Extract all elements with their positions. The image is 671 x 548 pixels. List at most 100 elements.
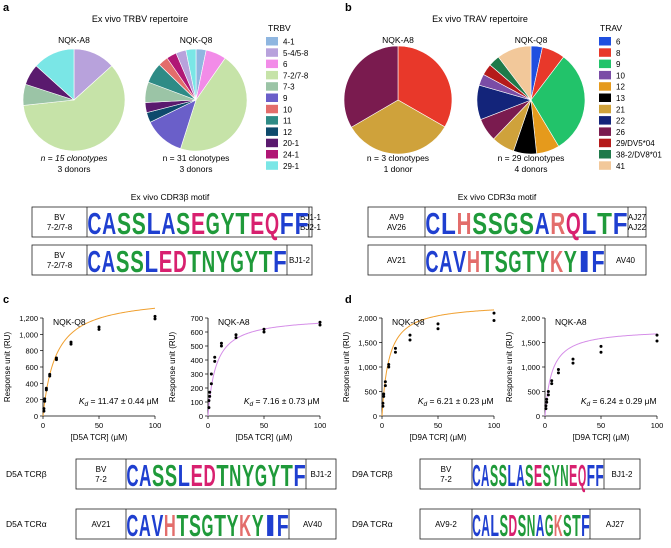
data-point — [571, 357, 575, 361]
motif-letter: A — [536, 509, 545, 543]
motif-letter: S — [165, 459, 177, 493]
legend-swatch-4 — [266, 82, 278, 91]
motif-letter: S — [152, 459, 164, 493]
pie-b2-name: NQK-Q8 — [515, 35, 548, 45]
chart-title: NQK-A8 — [555, 317, 587, 327]
y-tick-label: 200 — [25, 396, 38, 405]
legend-swatch-5 — [266, 93, 278, 102]
legend-label-2: 9 — [616, 60, 621, 69]
pie-b1-donors: 1 donor — [384, 164, 413, 174]
y-tick-label: 500 — [527, 388, 540, 397]
data-point — [54, 356, 58, 360]
motif-letter: K — [554, 509, 563, 543]
legend-label-3: 7-2/7-8 — [283, 71, 309, 80]
data-point — [219, 341, 223, 345]
kd-subscript: d — [424, 401, 428, 408]
motif-letter: S — [518, 509, 527, 543]
fit-curve — [42, 307, 156, 417]
kd-subscript: d — [85, 401, 89, 408]
motif-j-gene-label: AV40 — [616, 256, 636, 265]
x-tick-label: 100 — [314, 421, 327, 430]
data-point — [42, 409, 46, 413]
x-tick-label: 0 — [41, 421, 45, 430]
data-point — [387, 363, 391, 367]
data-point — [213, 359, 217, 363]
x-tick-label: 50 — [260, 421, 268, 430]
legend-label-10: 24-1 — [283, 151, 300, 160]
motif-letter: L — [147, 207, 161, 241]
motif-letter: A — [102, 245, 116, 279]
motif-letter: L — [582, 207, 597, 241]
legend-label-2: 6 — [283, 60, 288, 69]
legend-label-8: 26 — [616, 128, 625, 137]
data-point — [436, 327, 440, 331]
data-point — [97, 325, 101, 329]
motif-letter: E — [191, 459, 203, 493]
y-tick-label: 800 — [25, 347, 38, 356]
y-tick-label: 1,500 — [358, 339, 377, 348]
data-point — [213, 355, 217, 359]
motif-letter: S — [189, 509, 201, 543]
kd-annotation: Kd = 11.47 ± 0.44 μM — [79, 396, 159, 408]
legend-label-0: 6 — [616, 38, 621, 47]
motif-frame — [75, 508, 337, 540]
pie-slice-b1-1 — [350, 99, 446, 155]
pie-slice-a1-1 — [22, 65, 126, 152]
data-point — [545, 400, 549, 404]
kd-annotation: Kd = 6.24 ± 0.29 μM — [581, 396, 657, 408]
motif-letter: H — [467, 245, 480, 279]
legend-label-11: 29-1 — [283, 162, 300, 171]
motif-letter: S — [499, 459, 507, 493]
pie-chart-trav-nqk-a8 — [343, 45, 453, 155]
pie-slice-b2-11 — [497, 45, 532, 101]
legend-label-7: 11 — [283, 117, 292, 126]
motif-letter: A — [516, 459, 524, 493]
motif-letter: T — [176, 509, 188, 543]
motif-letter: S — [563, 509, 572, 543]
motif-letter: V — [151, 509, 163, 543]
data-point — [382, 394, 386, 398]
motif-letter: Y — [268, 459, 280, 493]
motif-letter: S — [490, 459, 498, 493]
pie-slice-a2-2 — [180, 57, 248, 152]
motif-letter: A — [481, 509, 490, 543]
legend-swatch-7 — [599, 116, 611, 125]
data-point — [550, 382, 554, 386]
motif-letter: F — [587, 459, 595, 493]
motif-j-gene-label: BJ1-2 — [289, 256, 310, 265]
data-point — [393, 350, 397, 354]
data-point — [383, 380, 387, 384]
legend-label-5: 13 — [616, 94, 625, 103]
motif-letter: S — [488, 207, 503, 241]
legend-label-1: 5-4/5-8 — [283, 49, 309, 58]
motif-letter: S — [525, 459, 533, 493]
d5a-tcra-label: D5A TCRα — [6, 519, 47, 529]
legend-label-3: 10 — [616, 71, 625, 80]
legend-swatch-10 — [599, 150, 611, 159]
panel-letter-c: c — [3, 294, 9, 306]
motif-letter: S — [117, 207, 131, 241]
legend-label-0: 4-1 — [283, 38, 295, 47]
binding-chart-d9a-nqk-a8: 0 500 1,000 1,500 2,000 0 50 100 NQK-A8 [D9A TCR]… — [505, 314, 663, 442]
y-tick-label: 0 — [34, 412, 38, 421]
data-point — [234, 333, 238, 337]
panel-letter-d: d — [345, 294, 352, 306]
legend-label-4: 12 — [616, 83, 625, 92]
pie-a1-stats: n = 15 clonotypes — [41, 153, 109, 163]
motif-letter: C — [126, 509, 138, 543]
data-point — [387, 365, 391, 369]
data-point — [209, 382, 213, 386]
kd-value: = 6.24 ± 0.29 μM — [590, 396, 657, 406]
legend-label-5: 9 — [283, 94, 288, 103]
legend-swatch-9 — [266, 138, 278, 148]
motif-letter: A — [481, 459, 489, 493]
d9a-tcrb-label: D9A TCRβ — [352, 469, 393, 479]
motif-letter: N — [229, 459, 241, 493]
data-point — [545, 397, 549, 401]
data-point — [408, 338, 412, 342]
motif-letter: T — [214, 509, 226, 543]
motif-letter: D — [203, 459, 215, 493]
